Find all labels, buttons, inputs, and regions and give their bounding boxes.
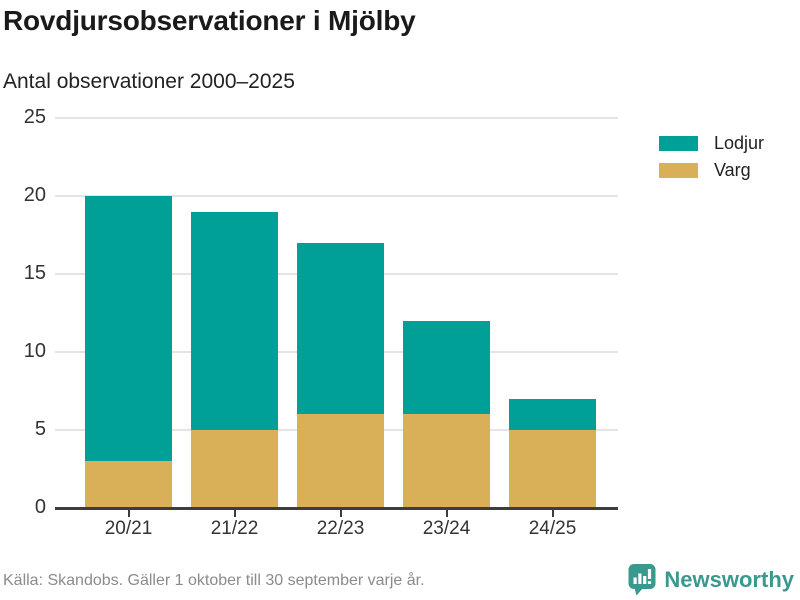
x-tick-label: 20/21 [104,518,153,539]
x-tick-mark [445,510,448,517]
newsworthy-logo: Newsworthy [627,563,794,596]
bar-segment-lodjur [191,212,278,430]
legend-item-varg: Varg [659,160,764,181]
x-axis-line [55,507,618,510]
y-tick-label: 25 [23,106,46,128]
bar-segment-lodjur [403,321,490,414]
bar-segment-varg [403,414,490,508]
legend-item-lodjur: Lodjur [659,133,764,154]
y-tick-label: 5 [34,418,46,440]
source-note: Källa: Skandobs. Gäller 1 oktober till 3… [3,572,425,589]
bar-segment-lodjur [509,399,596,430]
x-tick-mark [233,510,236,517]
legend-label: Varg [714,160,751,180]
y-tick-label: 20 [23,184,46,206]
gridline [55,195,618,197]
bar-segment-varg [297,414,384,508]
bar-segment-varg [191,430,278,508]
legend-swatch-varg [659,163,698,178]
bar-segment-lodjur [297,243,384,414]
x-tick-label: 24/25 [528,518,577,539]
bar-segment-lodjur [85,196,172,461]
legend: Lodjur Varg [659,133,764,187]
bar-segment-varg [509,430,596,508]
chart-subtitle: Antal observationer 2000–2025 [3,70,295,93]
x-tick-label: 21/22 [210,518,259,539]
x-tick-label: 22/23 [316,518,365,539]
x-tick-mark [127,510,130,517]
bar-chart-speech-bubble-icon [628,564,656,596]
x-tick-mark [551,510,554,517]
chart-title: Rovdjursobservationer i Mjölby [3,5,416,36]
x-tick-mark [339,510,342,517]
newsworthy-logo-text: Newsworthy [664,566,794,592]
bar-segment-varg [85,461,172,508]
y-tick-label: 10 [23,340,46,362]
y-tick-label: 15 [23,262,46,284]
legend-swatch-lodjur [659,136,698,151]
legend-label: Lodjur [714,133,765,153]
gridline [55,117,618,119]
x-tick-label: 23/24 [422,518,471,539]
y-tick-label: 0 [34,496,46,518]
